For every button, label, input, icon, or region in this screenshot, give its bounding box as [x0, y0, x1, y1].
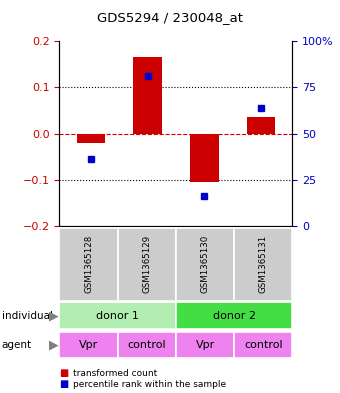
- Text: ■: ■: [59, 368, 69, 378]
- Text: control: control: [128, 340, 166, 350]
- Text: donor 2: donor 2: [213, 310, 256, 321]
- Text: ▶: ▶: [49, 338, 58, 352]
- Text: GSM1365128: GSM1365128: [84, 235, 93, 294]
- Text: GSM1365129: GSM1365129: [142, 235, 151, 293]
- Text: GSM1365130: GSM1365130: [201, 235, 209, 294]
- Bar: [190, 134, 219, 182]
- Text: Vpr: Vpr: [79, 340, 98, 350]
- Text: ▶: ▶: [49, 309, 58, 322]
- Bar: [76, 134, 105, 143]
- Text: control: control: [244, 340, 283, 350]
- Text: ■: ■: [59, 379, 69, 389]
- Text: GSM1365131: GSM1365131: [259, 235, 268, 294]
- Text: GDS5294 / 230048_at: GDS5294 / 230048_at: [97, 11, 243, 24]
- Text: Vpr: Vpr: [195, 340, 215, 350]
- Text: percentile rank within the sample: percentile rank within the sample: [73, 380, 226, 389]
- Text: agent: agent: [2, 340, 32, 350]
- Text: donor 1: donor 1: [96, 310, 139, 321]
- Bar: [247, 118, 275, 134]
- Text: transformed count: transformed count: [73, 369, 157, 378]
- Text: individual: individual: [2, 310, 53, 321]
- Bar: [133, 57, 162, 134]
